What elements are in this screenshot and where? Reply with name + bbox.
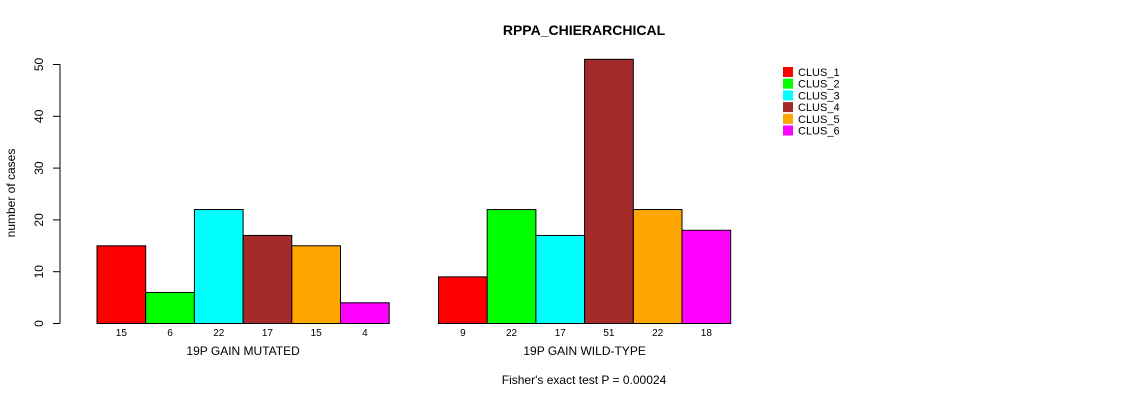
y-tick-label: 40 [32, 109, 46, 123]
bar-count-label: 17 [555, 328, 567, 339]
bar-clus_4-group-2 [584, 58, 634, 324]
y-tick-label: 20 [32, 213, 46, 227]
count-labels: 15 6 22 17 15 4 9 22 17 51 22 18 [116, 328, 713, 339]
y-tick-label: 50 [32, 58, 46, 72]
bar-count-label: 15 [311, 328, 323, 339]
bar-count-label: 22 [213, 328, 225, 339]
bar-clus_1-group-2 [438, 276, 488, 325]
bar-count-label: 6 [167, 328, 173, 339]
chart-title: RPPA_CHIERARCHICAL [503, 22, 666, 38]
bar-count-label: 17 [262, 328, 274, 339]
bar-clus_6-group-2 [681, 229, 732, 324]
bars [96, 58, 732, 325]
bar-clus_3-group-2 [535, 234, 586, 324]
legend-swatch-clus_6 [783, 125, 793, 136]
bar-count-label: 22 [506, 328, 518, 339]
bar-clus_6-group-1 [340, 302, 390, 324]
legend-label-clus_6: CLUS_6 [798, 126, 840, 138]
bar-clus_2-group-1 [145, 291, 195, 325]
bar-count-label: 9 [460, 328, 466, 339]
legend-swatch-clus_4 [783, 102, 793, 113]
bar-clus_2-group-2 [486, 209, 537, 324]
legend-swatch-clus_3 [783, 90, 793, 101]
group-label: 19P GAIN WILD-TYPE [523, 344, 645, 358]
group-label: 19P GAIN MUTATED [186, 344, 300, 358]
bar-count-label: 15 [116, 328, 128, 339]
legend-label-clus_2: CLUS_2 [798, 79, 840, 91]
bar-count-label: 22 [652, 328, 664, 339]
y-tick-label: 30 [32, 161, 46, 175]
legend-swatch-clus_5 [783, 113, 793, 124]
fisher-test-footnote: Fisher's exact test P = 0.00024 [502, 373, 667, 387]
bar-count-label: 51 [603, 328, 615, 339]
bar-clus_4-group-1 [242, 234, 293, 324]
bar-clus_5-group-1 [291, 245, 341, 324]
legend-label-clus_5: CLUS_5 [798, 114, 840, 126]
legend-label-clus_3: CLUS_3 [798, 90, 840, 102]
legend-swatch-clus_2 [783, 78, 793, 89]
y-tick-label: 0 [32, 320, 46, 327]
legend-label-clus_4: CLUS_4 [798, 102, 840, 114]
y-axis: 0 10 20 30 40 50 [32, 58, 61, 327]
group-labels: 19P GAIN MUTATED 19P GAIN WILD-TYPE [186, 344, 645, 358]
legend-label-clus_1: CLUS_1 [798, 67, 840, 79]
bar-clus_3-group-1 [193, 209, 244, 324]
bar-clus_1-group-1 [96, 245, 147, 324]
bar-count-label: 4 [362, 328, 368, 339]
y-tick-label: 10 [32, 265, 46, 279]
bar-clus_5-group-2 [632, 209, 683, 324]
bar-count-label: 18 [701, 328, 713, 339]
y-axis-title: number of cases [4, 149, 18, 238]
legend-swatch-clus_1 [783, 67, 793, 77]
